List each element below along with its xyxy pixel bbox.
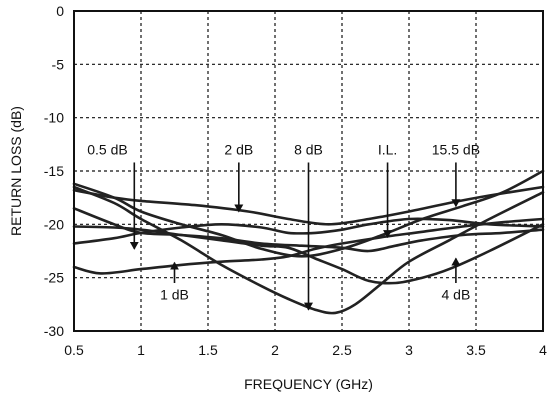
annotation-label: 15.5 dB — [432, 142, 480, 158]
y-axis-label: RETURN LOSS (dB) — [8, 106, 24, 236]
annotation-label: 0.5 dB — [87, 142, 127, 158]
x-tick-label: 3 — [405, 342, 413, 358]
annotation-label: 2 dB — [224, 142, 253, 158]
y-tick-labels: 0 -5 -10 -15 -20 -25 -30 — [44, 3, 64, 339]
annotation-label: I.L. — [378, 142, 397, 158]
x-tick-labels: 0.5 1 1.5 2 2.5 3 3.5 4 — [64, 342, 547, 358]
annotation-label: 1 dB — [160, 287, 189, 303]
series-line-7 — [72, 223, 545, 285]
y-tick-label: -10 — [44, 110, 64, 126]
annotation-group: 0.5 dB 2 dB 8 dB I.L. 15.5 dB 1 dB 4 dB — [87, 142, 480, 311]
y-tick-label: -15 — [44, 163, 64, 179]
annotation-label: 8 dB — [294, 142, 323, 158]
y-tick-label: -30 — [44, 323, 64, 339]
x-tick-label: 0.5 — [64, 342, 84, 358]
series-line-5 — [72, 207, 545, 253]
series-line-6 — [72, 169, 545, 258]
x-tick-label: 2.5 — [332, 342, 352, 358]
x-tick-label: 4 — [539, 342, 547, 358]
annotation-label: 4 dB — [441, 287, 470, 303]
y-tick-label: -20 — [44, 216, 64, 232]
y-tick-label: -25 — [44, 270, 64, 286]
x-tick-label: 1.5 — [198, 342, 218, 358]
x-tick-label: 2 — [271, 342, 279, 358]
y-tick-label: 0 — [56, 3, 64, 19]
x-tick-label: 3.5 — [466, 342, 486, 358]
x-axis-label: FREQUENCY (GHz) — [244, 376, 373, 392]
y-tick-label: -5 — [52, 56, 65, 72]
plot-frame — [73, 10, 544, 332]
series-line-4 — [72, 185, 545, 315]
x-tick-label: 1 — [137, 342, 145, 358]
